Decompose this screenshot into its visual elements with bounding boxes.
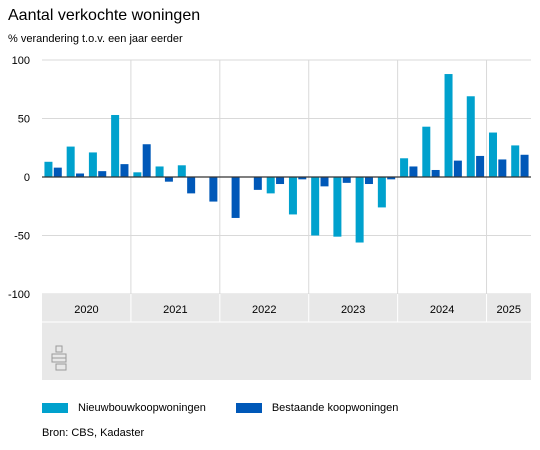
- y-tick-label: 0: [24, 172, 30, 184]
- logo-part: [55, 345, 63, 353]
- bar-nieuwbouw: [288, 177, 297, 215]
- y-tick-label: -100: [8, 289, 30, 301]
- bar-bestaand: [409, 166, 418, 177]
- bar-nieuwbouw: [111, 114, 120, 177]
- legend-item-existing: Bestaande koopwoningen: [235, 402, 399, 414]
- bar-nieuwbouw: [355, 177, 364, 243]
- logo-part: [55, 363, 67, 371]
- bar-bestaand: [120, 164, 129, 177]
- bar-bestaand: [187, 177, 196, 194]
- bar-bestaand: [53, 167, 62, 177]
- bar-chart: -100 -50 0 50 100 2020 2021 2022 2023 2024 2025: [8, 55, 531, 380]
- bar-nieuwbouw: [466, 96, 475, 177]
- bar-bestaand: [453, 160, 462, 177]
- bar-bestaand: [253, 177, 262, 190]
- bar-bestaand: [298, 177, 307, 180]
- bar-nieuwbouw: [155, 166, 164, 177]
- bar-nieuwbouw: [266, 177, 275, 194]
- y-axis-ticks: -100 -50 0 50 100: [8, 55, 30, 301]
- x-year-label: 2023: [341, 304, 365, 316]
- bar-bestaand: [431, 169, 440, 177]
- legend-swatch-existing: [235, 403, 262, 413]
- bar-bestaand: [276, 177, 285, 185]
- bar-bestaand: [98, 171, 107, 177]
- bar-bestaand: [142, 144, 151, 177]
- bar-bestaand: [76, 173, 85, 177]
- legend-label-new: Nieuwbouwkoopwoningen: [78, 402, 206, 414]
- bar-bestaand: [476, 155, 485, 177]
- chart-title: Aantal verkochte woningen: [8, 7, 201, 24]
- bar-bestaand: [364, 177, 373, 185]
- cbs-logo-icon: [51, 345, 67, 371]
- x-year-label: 2025: [497, 304, 521, 316]
- legend-swatch-new: [42, 403, 68, 413]
- legend-label-existing: Bestaande koopwoningen: [271, 402, 399, 414]
- bar-nieuwbouw: [66, 146, 75, 177]
- bar-nieuwbouw: [422, 126, 431, 177]
- bar-bestaand: [231, 177, 240, 218]
- chart-subtitle: % verandering t.o.v. een jaar eerder: [8, 33, 183, 45]
- bar-bestaand: [209, 177, 218, 202]
- x-axis-panel-bg: [42, 294, 531, 380]
- bar-bestaand: [342, 177, 351, 183]
- bar-bestaand: [320, 177, 329, 187]
- bar-nieuwbouw: [444, 74, 453, 177]
- bar-bestaand: [498, 159, 507, 177]
- y-tick-label: -50: [14, 231, 30, 243]
- bar-nieuwbouw: [488, 132, 497, 177]
- bar-nieuwbouw: [511, 145, 520, 177]
- bar-bestaand: [387, 177, 396, 180]
- bar-nieuwbouw: [133, 172, 142, 177]
- bar-nieuwbouw: [88, 152, 97, 177]
- x-year-label: 2022: [252, 304, 276, 316]
- bar-nieuwbouw: [311, 177, 320, 236]
- x-year-label: 2020: [74, 304, 98, 316]
- source-note: Bron: CBS, Kadaster: [42, 427, 145, 439]
- x-year-label: 2021: [163, 304, 187, 316]
- x-axis-panel: 2020 2021 2022 2023 2024 2025: [42, 294, 531, 380]
- bar-bestaand: [520, 154, 529, 177]
- y-tick-label: 100: [12, 55, 30, 67]
- bar-nieuwbouw: [400, 158, 409, 177]
- legend-item-new: Nieuwbouwkoopwoningen: [42, 402, 206, 414]
- bar-nieuwbouw: [44, 161, 53, 177]
- bar-nieuwbouw: [177, 165, 186, 177]
- bars: [44, 74, 529, 243]
- bar-bestaand: [164, 177, 173, 182]
- bar-nieuwbouw: [377, 177, 386, 208]
- legend: Nieuwbouwkoopwoningen Bestaande koopwoni…: [42, 402, 428, 414]
- x-year-label: 2024: [430, 304, 454, 316]
- bar-nieuwbouw: [333, 177, 342, 237]
- y-tick-label: 50: [18, 114, 30, 126]
